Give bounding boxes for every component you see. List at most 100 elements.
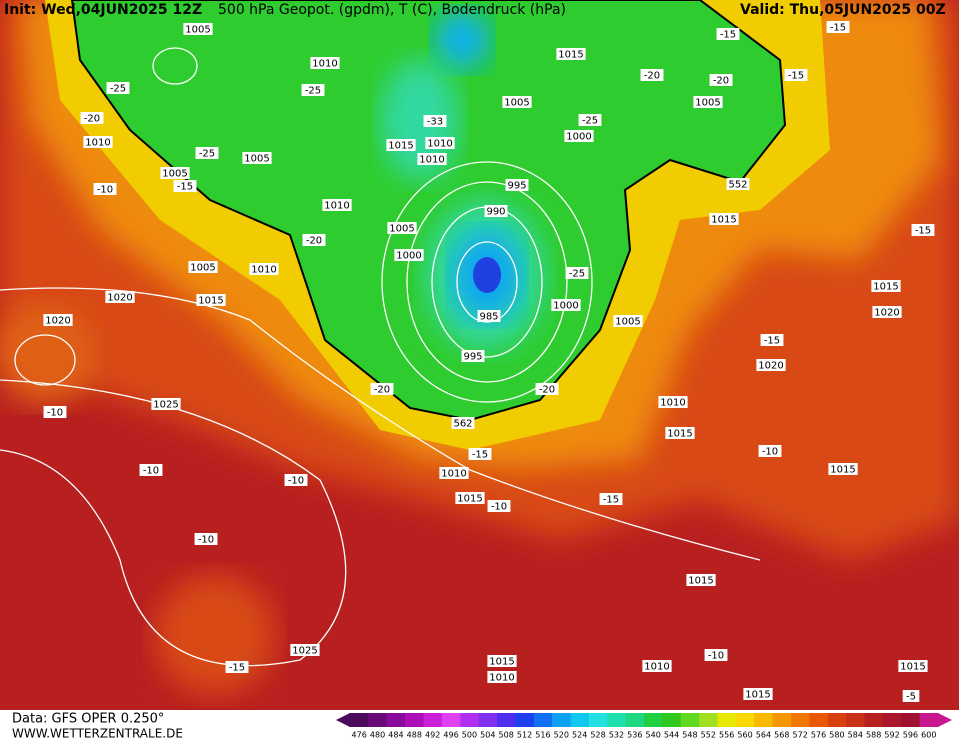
label-box: [898, 660, 928, 672]
label-box: [93, 183, 117, 195]
isobar-label: -20: [374, 385, 390, 396]
isobar-label: -25: [569, 269, 585, 280]
label-box: [425, 137, 455, 149]
label-box: [461, 350, 485, 362]
label-box: [686, 574, 716, 586]
isobar-label: -15: [603, 495, 619, 506]
isobar-label: 1020: [45, 316, 70, 327]
map-title: 500 hPa Geopot. (gpdm), T (C), Bodendruc…: [218, 2, 566, 18]
colorbar-swatch: [552, 713, 571, 727]
isobar-label: -10: [708, 651, 724, 662]
colorbar-label: 596: [903, 731, 918, 740]
isobar-label: 1010: [644, 662, 669, 673]
isobar-label: 1010: [419, 155, 444, 166]
isobar-label: 1010: [251, 265, 276, 276]
isobar-label: 1025: [292, 646, 317, 657]
isobar-label: 1010: [489, 673, 514, 684]
label-box: [564, 130, 594, 142]
colorbar-swatch: [717, 713, 737, 727]
colorbar-swatch: [662, 713, 682, 727]
label-box: [173, 180, 197, 192]
isobar-label: 1010: [85, 138, 110, 149]
isobar-label: 1000: [553, 301, 578, 312]
isobar-label: -15: [830, 23, 846, 34]
label-box: [196, 294, 226, 306]
colorbar-swatch: [754, 713, 774, 727]
colorbar-label: 516: [535, 731, 550, 740]
label-box: [709, 74, 733, 86]
isobar-label: -10: [143, 466, 159, 477]
isobar-label: -15: [788, 71, 804, 82]
valid-time: Valid: Thu,05JUN2025 00Z: [740, 2, 946, 18]
isobar-label: 1025: [153, 400, 178, 411]
colorbar-swatch: [607, 713, 627, 727]
colorbar-label: 476: [352, 731, 367, 740]
isobar-label: 1020: [107, 293, 132, 304]
label-box: [451, 417, 475, 429]
label-box: [105, 291, 135, 303]
isobar-label: 995: [507, 181, 526, 192]
colorbar-swatch: [625, 713, 645, 727]
isobar-label: 1005: [162, 169, 187, 180]
colorbar-swatch: [350, 713, 369, 727]
isobar-label: -25: [305, 86, 321, 97]
label-box: [194, 533, 218, 545]
isobar-label: -20: [306, 236, 322, 247]
colorbar-label: 552: [701, 731, 716, 740]
isobar-label: -10: [198, 535, 214, 546]
isobar-label: 1005: [389, 224, 414, 235]
label-box: [872, 306, 902, 318]
label-box: [455, 492, 485, 504]
label-box: [139, 464, 163, 476]
colorbar-label: 532: [609, 731, 624, 740]
isobar-label: 1005: [504, 98, 529, 109]
isobar-label: -15: [177, 182, 193, 193]
colorbar-swatch: [680, 713, 700, 727]
colorbar-swatch: [588, 713, 608, 727]
colorbar: 476 480 484 488 492 496 500 504 508 512 516 520 524 5…: [336, 713, 952, 740]
colorbar-swatch: [515, 713, 535, 727]
label-box: [487, 655, 517, 667]
label-box: [487, 671, 517, 683]
isobar-label: 1005: [615, 317, 640, 328]
colorbar-swatch: [735, 713, 755, 727]
colorbar-label: 488: [407, 731, 422, 740]
colorbar-swatch: [901, 713, 921, 727]
colorbar-label: 512: [517, 731, 532, 740]
site-url: WWW.WETTERZENTRALE.DE: [12, 727, 183, 741]
label-box: [743, 688, 773, 700]
colorbar-label: 580: [829, 731, 844, 740]
colorbar-swatch: [699, 713, 718, 727]
label-box: [477, 310, 501, 322]
colorbar-swatch: [809, 713, 829, 727]
colorbar-label: 588: [866, 731, 881, 740]
colorbar-swatch: [846, 713, 865, 727]
isobar-label: 1015: [388, 141, 413, 152]
label-box: [106, 82, 130, 94]
isobar-label: 1000: [396, 251, 421, 262]
label-box: [599, 493, 623, 505]
isobar-label: 1010: [324, 201, 349, 212]
colorbar-swatch: [827, 713, 847, 727]
isobar-label: -33: [427, 117, 443, 128]
colorbar-swatch: [423, 713, 443, 727]
label-box: [439, 467, 469, 479]
isobar-label: -10: [288, 476, 304, 487]
colorbar-label: 496: [443, 731, 458, 740]
label-box: [43, 314, 73, 326]
colorbar-swatch: [405, 713, 424, 727]
colorbar-swatch: [533, 713, 553, 727]
label-box: [249, 263, 279, 275]
isobar-label: -10: [47, 408, 63, 419]
isobar-label: -15: [720, 30, 736, 41]
colorbar-label: 544: [664, 731, 679, 740]
label-box: [828, 463, 858, 475]
colorbar-label: 560: [737, 731, 752, 740]
label-box: [322, 199, 352, 211]
isobar-label: -20: [644, 71, 660, 82]
label-box: [551, 299, 581, 311]
label-box: [902, 690, 920, 702]
isobar-label: 1015: [667, 429, 692, 440]
isobar-label: -10: [491, 502, 507, 513]
